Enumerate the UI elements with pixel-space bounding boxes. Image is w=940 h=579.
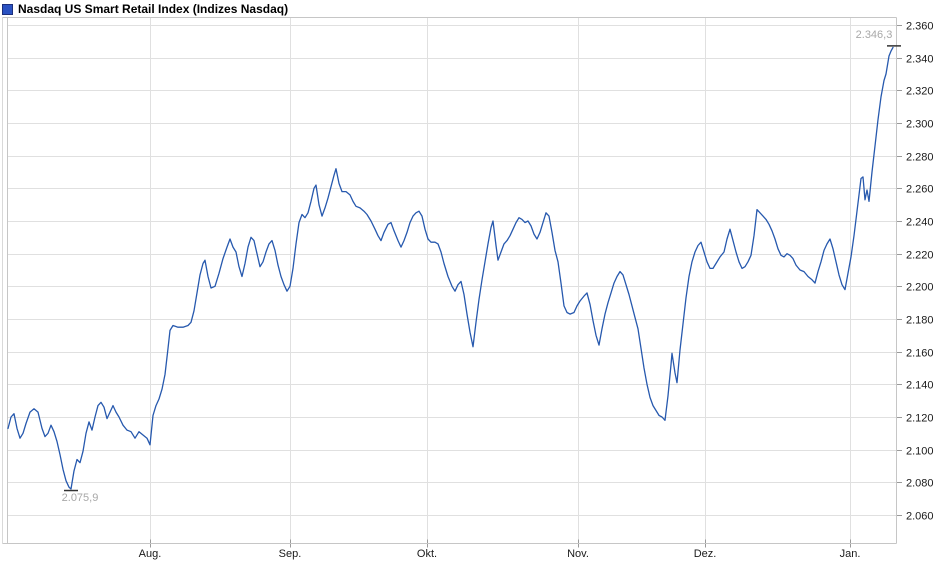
y-axis-label: 2.360: [906, 21, 934, 33]
chart-title-row: Nasdaq US Smart Retail Index (Indizes Na…: [2, 2, 288, 16]
chart-title: Nasdaq US Smart Retail Index (Indizes Na…: [18, 2, 289, 16]
series-legend-swatch-icon: [2, 3, 13, 15]
price-line: [7, 46, 894, 490]
y-axis-label: 2.200: [906, 282, 934, 294]
y-axis-label: 2.160: [906, 348, 934, 360]
x-axis-label: Jan.: [840, 548, 861, 560]
y-axis-label: 2.080: [906, 478, 934, 490]
high-extreme-label: 2.346,3: [855, 29, 893, 41]
y-axis-label: 2.280: [906, 152, 934, 164]
x-axis-label: Okt.: [417, 548, 437, 560]
y-axis-label: 2.180: [906, 315, 934, 327]
y-axis-label: 2.240: [906, 217, 934, 229]
y-axis-label: 2.320: [906, 86, 934, 98]
y-axis-label: 2.120: [906, 413, 934, 425]
x-axis-label: Aug.: [139, 548, 162, 560]
low-extreme-label: 2.075,9: [61, 492, 99, 504]
y-axis-label: 2.260: [906, 184, 934, 196]
x-axis-label: Sep.: [279, 548, 302, 560]
x-axis-label: Dez.: [694, 548, 717, 560]
x-axis-label: Nov.: [567, 548, 589, 560]
y-axis-label: 2.100: [906, 446, 934, 458]
y-axis-label: 2.300: [906, 119, 934, 131]
y-axis-label: 2.340: [906, 54, 934, 66]
y-axis-label: 2.140: [906, 380, 934, 392]
y-axis-label: 2.060: [906, 511, 934, 523]
y-axis-label: 2.220: [906, 250, 934, 262]
